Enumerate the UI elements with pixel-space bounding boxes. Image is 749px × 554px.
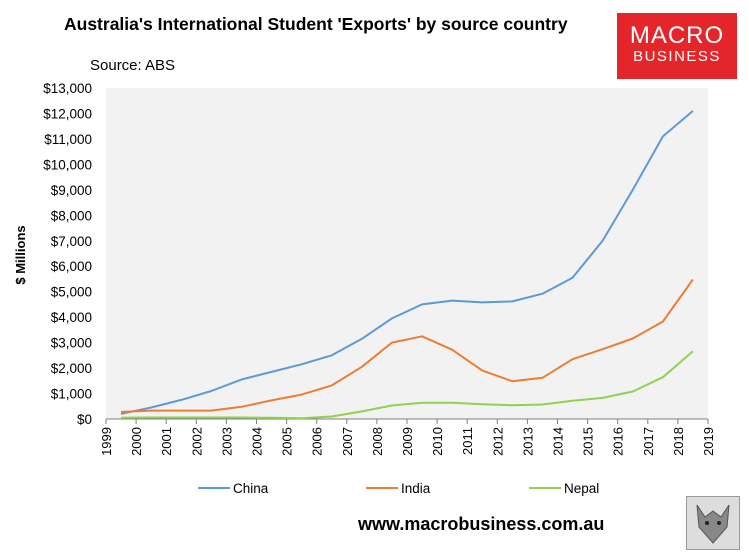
x-tick-label: 2019 [701, 427, 716, 456]
x-tick-label: 2015 [581, 427, 596, 456]
chart-title: Australia's International Student 'Expor… [64, 14, 568, 34]
y-tick-label: $12,000 [43, 106, 92, 121]
wolf-logo-icon [686, 496, 740, 550]
x-tick-label: 2003 [219, 427, 234, 456]
series-line-india [120, 278, 694, 413]
x-tick-label: 2006 [310, 427, 325, 456]
macrobusiness-logo: MACRO BUSINESS [617, 13, 737, 79]
series-lines [120, 110, 694, 420]
y-tick-label: $3,000 [51, 336, 92, 351]
x-tick-label: 2014 [551, 427, 566, 456]
x-tick-label: 2011 [460, 427, 475, 455]
x-tick-label: 2008 [370, 427, 385, 456]
y-tick-label: $13,000 [43, 81, 92, 96]
website-url: www.macrobusiness.com.au [358, 514, 605, 534]
y-axis-title: $ Millions [13, 225, 28, 284]
x-tick-label: 2002 [189, 427, 204, 456]
y-tick-label: $5,000 [51, 285, 92, 300]
series-line-nepal [120, 350, 694, 420]
series-line-china [120, 110, 694, 415]
legend-label: Nepal [564, 481, 599, 496]
x-tick-label: 2005 [280, 427, 295, 456]
y-tick-label: $6,000 [51, 259, 92, 274]
chart-source: Source: ABS [90, 57, 176, 74]
legend: China India Nepal [198, 481, 599, 496]
y-tick-label: $7,000 [51, 234, 92, 249]
legend-item-china: China [198, 481, 269, 496]
x-tick-label: 2009 [400, 427, 415, 456]
x-tick-label: 2017 [641, 427, 656, 456]
legend-label: China [233, 481, 269, 496]
y-tick-label: $11,000 [44, 132, 92, 147]
y-tick-label: $4,000 [51, 310, 92, 325]
y-tick-label: $2,000 [51, 361, 92, 376]
x-tick-label: 2013 [520, 427, 535, 456]
plot-area [106, 88, 708, 419]
x-tick-label: 2004 [250, 427, 265, 456]
legend-label: India [401, 481, 431, 496]
x-tick-label: 2016 [611, 427, 626, 456]
legend-item-india: India [366, 481, 431, 496]
x-tick-label: 2007 [340, 427, 355, 456]
x-tick-label: 2001 [159, 427, 174, 456]
y-axis: $0 $1,000 $2,000 $3,000 $4,000 $5,000 $6,000 $7… [43, 81, 92, 427]
x-tick-label: 2000 [129, 427, 144, 456]
y-tick-label: $0 [77, 412, 92, 427]
logo-line-1: MACRO [629, 22, 725, 49]
x-tick-label: 2012 [490, 427, 505, 456]
y-tick-label: $8,000 [51, 208, 92, 223]
logo-line-2: BUSINESS [633, 48, 721, 65]
y-tick-label: $1,000 [51, 387, 92, 402]
x-tick-label: 1999 [99, 427, 114, 456]
x-tick-label: 2018 [671, 427, 686, 456]
x-axis: 1999 2000 2001 2002 2003 2004 2005 2006 2007 2008… [99, 418, 716, 456]
y-tick-label: $10,000 [43, 157, 92, 172]
y-tick-label: $9,000 [51, 183, 92, 198]
x-tick-label: 2010 [430, 427, 445, 456]
legend-item-nepal: Nepal [529, 481, 599, 496]
